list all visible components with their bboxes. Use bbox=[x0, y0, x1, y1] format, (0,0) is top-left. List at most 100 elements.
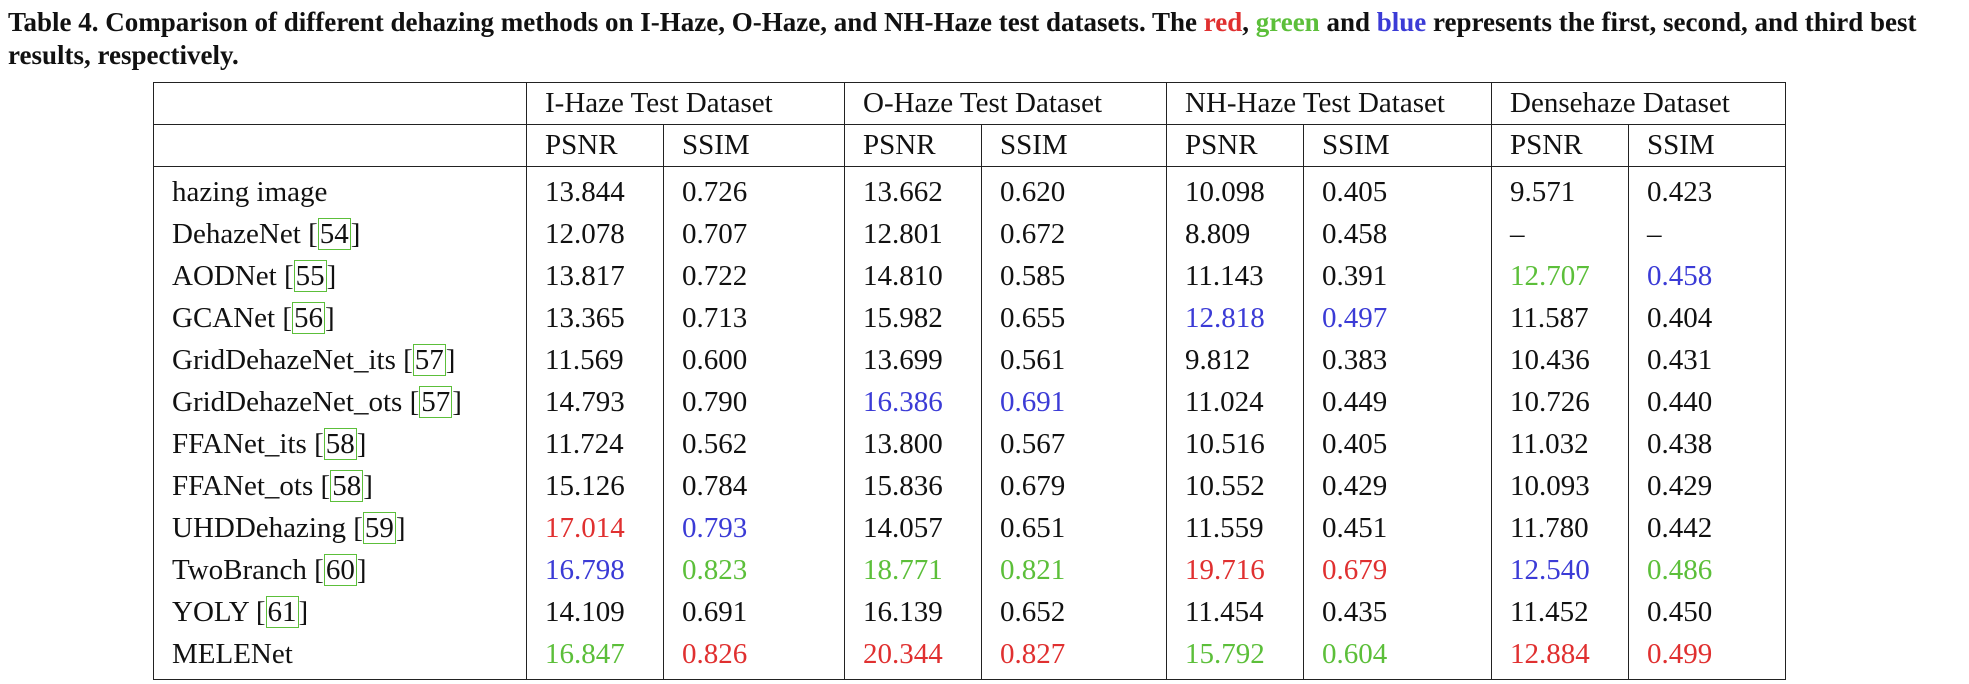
value-cell: 0.707 bbox=[663, 213, 845, 255]
table-row: DehazeNet [54] 12.078 0.707 12.801 0.672 8.80… bbox=[153, 213, 1786, 255]
method-cell: GridDehazeNet_ots [57] bbox=[153, 381, 527, 423]
value-cell: 0.691 bbox=[981, 381, 1167, 423]
method-cell: FFANet_its [58] bbox=[153, 423, 527, 465]
citation-link[interactable]: 57 bbox=[412, 343, 446, 376]
value-cell: 0.499 bbox=[1628, 633, 1786, 680]
citation-link[interactable]: 58 bbox=[323, 427, 357, 460]
value-cell: 0.451 bbox=[1303, 507, 1492, 549]
value-cell: 0.651 bbox=[981, 507, 1167, 549]
value-cell: 11.724 bbox=[526, 423, 664, 465]
value-cell: 0.600 bbox=[663, 339, 845, 381]
citation-link[interactable]: 59 bbox=[362, 511, 396, 544]
value-cell: 12.801 bbox=[844, 213, 982, 255]
metric-header: PSNR bbox=[526, 124, 664, 167]
value-cell: 0.486 bbox=[1628, 549, 1786, 591]
caption-red-word: red bbox=[1203, 7, 1243, 37]
table-row: GCANet [56] 13.365 0.713 15.982 0.655 12.818 0… bbox=[153, 297, 1786, 339]
value-cell: 10.098 bbox=[1166, 166, 1304, 213]
value-cell: 0.431 bbox=[1628, 339, 1786, 381]
value-cell: 16.386 bbox=[844, 381, 982, 423]
method-name: FFANet_its bbox=[172, 427, 307, 460]
value-cell: 11.032 bbox=[1491, 423, 1629, 465]
value-cell: 10.552 bbox=[1166, 465, 1304, 507]
value-cell: 0.713 bbox=[663, 297, 845, 339]
value-cell: 10.436 bbox=[1491, 339, 1629, 381]
value-cell: 0.604 bbox=[1303, 633, 1492, 680]
citation-link[interactable]: 61 bbox=[265, 595, 299, 628]
value-cell: 16.798 bbox=[526, 549, 664, 591]
dataset-header-row: I-Haze Test Dataset O-Haze Test Dataset … bbox=[153, 82, 1786, 125]
method-name: MELENet bbox=[172, 637, 293, 670]
method-cell: hazing image bbox=[153, 166, 527, 213]
value-cell: 0.679 bbox=[981, 465, 1167, 507]
value-cell: 0.784 bbox=[663, 465, 845, 507]
value-cell: 15.982 bbox=[844, 297, 982, 339]
method-cell: MELENet bbox=[153, 633, 527, 680]
value-cell: 14.109 bbox=[526, 591, 664, 633]
dataset-header: O-Haze Test Dataset bbox=[844, 82, 1167, 125]
value-cell: 0.691 bbox=[663, 591, 845, 633]
value-cell: 13.844 bbox=[526, 166, 664, 213]
value-cell: 0.458 bbox=[1628, 255, 1786, 297]
method-name: FFANet_ots bbox=[172, 469, 314, 502]
value-cell: 16.139 bbox=[844, 591, 982, 633]
header-empty-cell bbox=[153, 124, 527, 167]
value-cell: 0.620 bbox=[981, 166, 1167, 213]
metric-header: SSIM bbox=[981, 124, 1167, 167]
citation-link[interactable]: 54 bbox=[317, 217, 351, 250]
value-cell: 11.559 bbox=[1166, 507, 1304, 549]
method-cell: FFANet_ots [58] bbox=[153, 465, 527, 507]
value-cell: 0.458 bbox=[1303, 213, 1492, 255]
value-cell: 10.093 bbox=[1491, 465, 1629, 507]
table-row: MELENet 16.847 0.826 20.344 0.827 15.792 0.604… bbox=[153, 633, 1786, 680]
method-name: GCANet bbox=[172, 301, 276, 334]
value-cell: 16.847 bbox=[526, 633, 664, 680]
table-row: FFANet_its [58] 11.724 0.562 13.800 0.567 10.… bbox=[153, 423, 1786, 465]
value-cell: 12.540 bbox=[1491, 549, 1629, 591]
method-name: hazing image bbox=[172, 175, 328, 208]
value-cell: 14.793 bbox=[526, 381, 664, 423]
table-row: AODNet [55] 13.817 0.722 14.810 0.585 11.143 0… bbox=[153, 255, 1786, 297]
value-cell: 13.365 bbox=[526, 297, 664, 339]
value-cell: 0.585 bbox=[981, 255, 1167, 297]
value-cell: 0.567 bbox=[981, 423, 1167, 465]
value-cell: 12.078 bbox=[526, 213, 664, 255]
value-cell: 12.707 bbox=[1491, 255, 1629, 297]
citation-link[interactable]: 57 bbox=[419, 385, 453, 418]
value-cell: 0.429 bbox=[1303, 465, 1492, 507]
value-cell: 0.793 bbox=[663, 507, 845, 549]
citation-link[interactable]: 55 bbox=[293, 259, 327, 292]
method-name: DehazeNet bbox=[172, 217, 301, 250]
caption-text: Table 4. Comparison of different dehazin… bbox=[8, 7, 1204, 37]
table-row: GridDehazeNet_ots [57] 14.793 0.790 16.386 0… bbox=[153, 381, 1786, 423]
value-cell: 20.344 bbox=[844, 633, 982, 680]
table-row: UHDDehazing [59] 17.014 0.793 14.057 0.651 11… bbox=[153, 507, 1786, 549]
table-caption: Table 4. Comparison of different dehazin… bbox=[8, 6, 1958, 72]
value-cell: 0.823 bbox=[663, 549, 845, 591]
citation-link[interactable]: 58 bbox=[330, 469, 364, 502]
value-cell: 0.562 bbox=[663, 423, 845, 465]
value-cell: 0.438 bbox=[1628, 423, 1786, 465]
value-cell: 0.383 bbox=[1303, 339, 1492, 381]
method-cell: GCANet [56] bbox=[153, 297, 527, 339]
method-cell: UHDDehazing [59] bbox=[153, 507, 527, 549]
value-cell: 0.679 bbox=[1303, 549, 1492, 591]
value-cell: 0.435 bbox=[1303, 591, 1492, 633]
value-cell: 0.423 bbox=[1628, 166, 1786, 213]
caption-separator: and bbox=[1319, 7, 1377, 37]
value-cell: 12.818 bbox=[1166, 297, 1304, 339]
method-name: GridDehazeNet_ots bbox=[172, 385, 403, 418]
metric-header: PSNR bbox=[1166, 124, 1304, 167]
value-cell: 0.440 bbox=[1628, 381, 1786, 423]
value-cell: 11.143 bbox=[1166, 255, 1304, 297]
value-cell: 0.827 bbox=[981, 633, 1167, 680]
value-cell: 0.405 bbox=[1303, 423, 1492, 465]
value-cell: 9.812 bbox=[1166, 339, 1304, 381]
citation-link[interactable]: 56 bbox=[292, 301, 326, 334]
value-cell: 15.792 bbox=[1166, 633, 1304, 680]
value-cell: 14.057 bbox=[844, 507, 982, 549]
value-cell: 0.449 bbox=[1303, 381, 1492, 423]
citation-link[interactable]: 60 bbox=[323, 553, 357, 586]
value-cell: 19.716 bbox=[1166, 549, 1304, 591]
metric-header: PSNR bbox=[1491, 124, 1629, 167]
